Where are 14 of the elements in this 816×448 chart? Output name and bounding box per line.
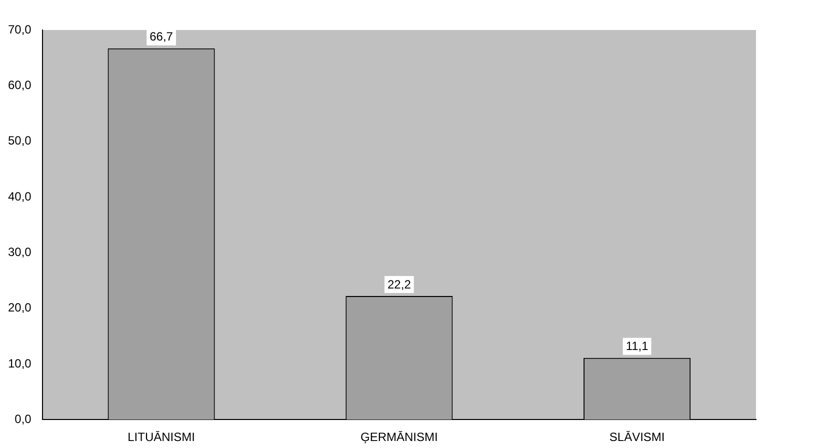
x-tick-label: ĢERMĀNISMI xyxy=(360,430,438,444)
y-tick-label: 40,0 xyxy=(8,189,32,204)
y-tick-label: 10,0 xyxy=(8,356,32,370)
y-tick-label: 60,0 xyxy=(8,78,32,92)
y-tick-label: 20,0 xyxy=(8,300,32,315)
y-tick-label: 70,0 xyxy=(8,22,32,36)
data-label: 11,1 xyxy=(626,339,649,354)
data-label: 66,7 xyxy=(150,30,174,44)
y-tick-label: 50,0 xyxy=(8,134,32,148)
x-tick-label: SLĀVISMI xyxy=(609,430,665,444)
y-tick-label: 30,0 xyxy=(8,244,32,259)
y-tick-label: 0,0 xyxy=(14,412,32,426)
data-label: 22,2 xyxy=(388,277,412,292)
x-tick-label: LITUĀNISMI xyxy=(128,430,195,444)
